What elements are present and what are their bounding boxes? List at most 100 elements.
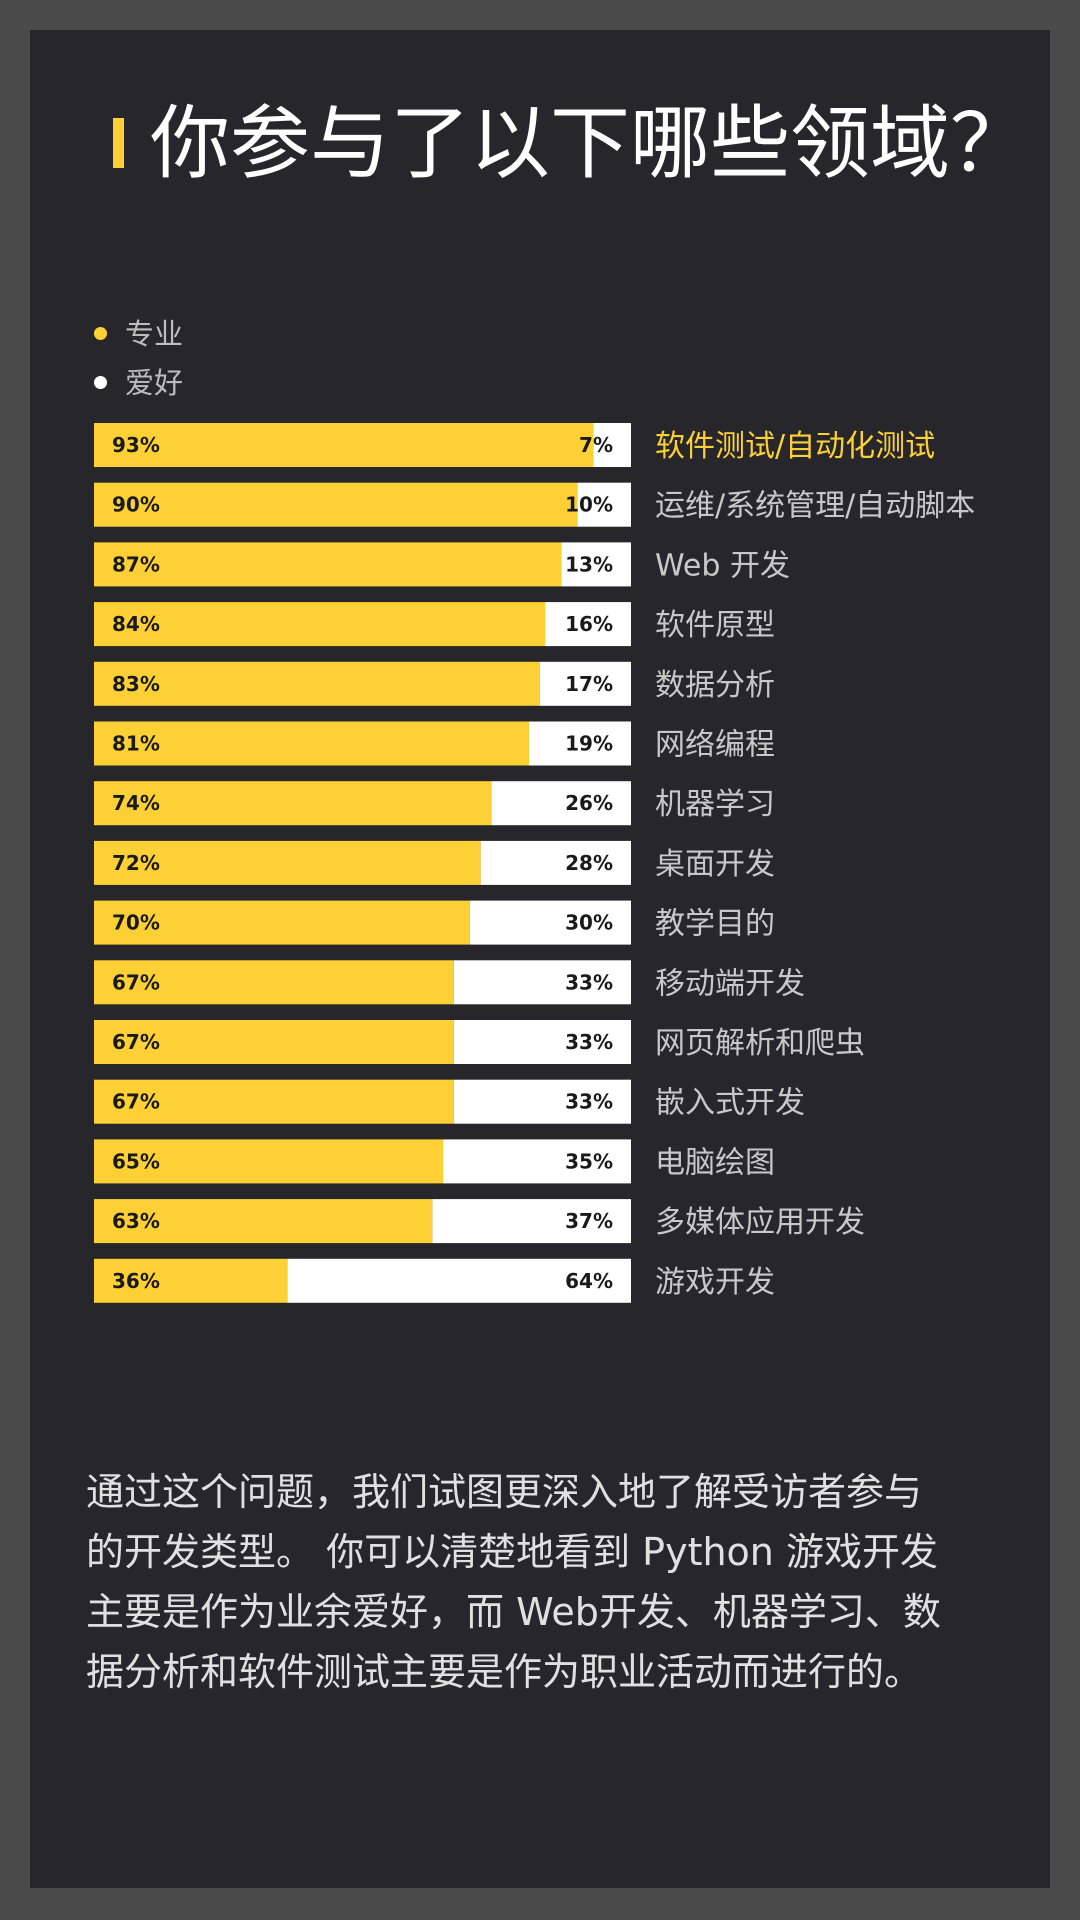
category-label: 教学目的 (655, 907, 775, 942)
bar-row: 87% 13% Web 开发 (94, 542, 790, 587)
description-line: 通过这个问题，我们试图更深入地了解受访者参与 (86, 1470, 923, 1514)
category-label: 机器学习 (655, 787, 775, 822)
category-label: 移动端开发 (655, 966, 805, 1001)
value-label-hobby: 33% (565, 1030, 613, 1054)
bar-professional (94, 1139, 444, 1184)
title-accent-bar (113, 118, 124, 168)
value-label-professional: 81% (112, 732, 160, 756)
bar-row: 67% 33% 网页解析和爬虫 (94, 1020, 865, 1064)
bar-hobby (287, 1258, 631, 1303)
bar-hobby (491, 781, 631, 826)
bar-hobby (453, 1020, 631, 1064)
value-label-hobby: 10% (565, 493, 613, 517)
description-line: 据分析和软件测试主要是作为职业活动而进行的。 (86, 1650, 923, 1694)
value-label-professional: 70% (112, 911, 160, 935)
category-label: 嵌入式开发 (655, 1086, 805, 1121)
bar-professional (94, 960, 454, 1005)
value-label-hobby: 19% (565, 732, 613, 756)
value-label-hobby: 16% (565, 612, 613, 636)
bar-row: 84% 16% 软件原型 (94, 602, 775, 647)
category-label: 电脑绘图 (655, 1145, 775, 1180)
value-label-professional: 65% (112, 1149, 160, 1173)
bar-hobby (528, 721, 631, 766)
value-label-professional: 84% (112, 612, 160, 636)
legend-dot-professional (94, 326, 107, 340)
bar-hobby (453, 1079, 631, 1124)
bar-hobby (593, 423, 631, 467)
legend-item-hobby: 爱好 (94, 363, 183, 403)
value-label-professional: 74% (112, 791, 160, 815)
value-label-hobby: 17% (565, 672, 613, 696)
value-label-professional: 67% (112, 1030, 160, 1054)
description-line: 主要是作为业余爱好，而 Web开发、机器学习、数 (86, 1590, 941, 1634)
category-label: 网页解析和爬虫 (655, 1026, 865, 1061)
value-label-professional: 36% (112, 1269, 160, 1293)
bar-professional (94, 781, 492, 826)
category-label: 软件原型 (655, 608, 775, 643)
legend-dot-hobby (94, 375, 107, 389)
category-label: 多媒体应用开发 (655, 1205, 865, 1240)
value-label-professional: 83% (112, 672, 160, 696)
bar-professional (94, 602, 546, 647)
bar-hobby (561, 542, 631, 587)
category-label: 桌面开发 (655, 847, 775, 882)
bar-row: 74% 26% 机器学习 (94, 781, 775, 826)
bar-professional (94, 1079, 454, 1124)
page-panel (30, 30, 1050, 1888)
bar-row: 72% 28% 桌面开发 (94, 840, 775, 885)
page-title: 你参与了以下哪些领域？ (150, 97, 1030, 190)
value-label-hobby: 28% (565, 851, 613, 875)
legend-label-hobby: 爱好 (125, 366, 184, 400)
bar-row: 90% 10% 运维/系统管理/自动脚本 (94, 482, 975, 527)
bar-hobby (480, 840, 631, 885)
bar-professional (94, 900, 470, 945)
value-label-professional: 72% (112, 851, 160, 875)
legend-item-professional: 专业 (94, 314, 183, 354)
legend-label-professional: 专业 (125, 317, 184, 351)
value-label-professional: 67% (112, 970, 160, 994)
bar-row: 65% 35% 电脑绘图 (94, 1139, 775, 1184)
value-label-professional: 63% (112, 1209, 160, 1233)
bar-professional (94, 482, 578, 527)
bar-professional (94, 542, 562, 587)
value-label-professional: 67% (112, 1090, 160, 1114)
value-label-hobby: 33% (565, 970, 613, 994)
category-label: Web 开发 (655, 548, 790, 583)
bar-professional (94, 1020, 454, 1064)
category-label: 软件测试/自动化测试 (655, 429, 935, 464)
category-label: 游戏开发 (655, 1265, 775, 1300)
bar-row: 36% 64% 游戏开发 (94, 1258, 775, 1303)
bar-row: 83% 17% 数据分析 (94, 661, 775, 706)
bar-row: 67% 33% 嵌入式开发 (94, 1079, 805, 1124)
value-label-hobby: 13% (565, 552, 613, 576)
bar-professional (94, 1258, 288, 1303)
bar-professional (94, 721, 529, 766)
value-label-hobby: 35% (565, 1149, 613, 1173)
description-text: 通过这个问题，我们试图更深入地了解受访者参与 的开发类型。 你可以清楚地看到 P… (86, 1462, 1006, 1702)
stacked-bar-chart: 93% 7% 软件测试/自动化测试 90% 10% 运维/系统管理/自动脚本 87% 13% W… (94, 423, 975, 1303)
value-label-hobby: 37% (565, 1209, 613, 1233)
value-label-hobby: 26% (565, 791, 613, 815)
category-label: 运维/系统管理/自动脚本 (655, 489, 975, 524)
bar-hobby (469, 900, 631, 945)
bar-hobby (545, 602, 631, 647)
bar-professional (94, 661, 540, 706)
value-label-professional: 93% (112, 433, 160, 457)
category-label: 网络编程 (655, 728, 775, 763)
bar-hobby (453, 960, 631, 1005)
value-label-hobby: 64% (565, 1269, 613, 1293)
bar-hobby (432, 1199, 631, 1244)
bar-row: 70% 30% 教学目的 (94, 900, 775, 945)
value-label-hobby: 33% (565, 1090, 613, 1114)
category-label: 数据分析 (655, 668, 775, 703)
bar-professional (94, 840, 481, 885)
bar-hobby (577, 482, 631, 527)
bar-row: 67% 33% 移动端开发 (94, 960, 805, 1005)
bar-professional (94, 423, 594, 467)
value-label-hobby: 30% (565, 911, 613, 935)
value-label-professional: 90% (112, 493, 160, 517)
bar-row: 63% 37% 多媒体应用开发 (94, 1199, 865, 1244)
description-line: 的开发类型。 你可以清楚地看到 Python 游戏开发 (86, 1530, 938, 1574)
bar-row: 93% 7% 软件测试/自动化测试 (94, 423, 935, 467)
bar-professional (94, 1199, 433, 1244)
